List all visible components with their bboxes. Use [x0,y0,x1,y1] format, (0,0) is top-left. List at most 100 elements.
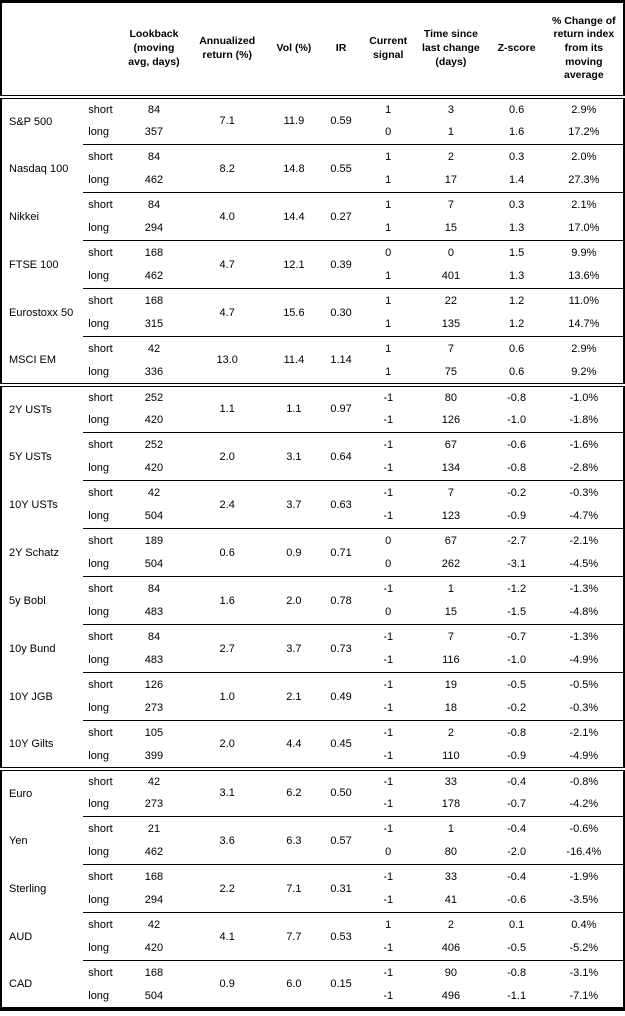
vol-value: 1.1 [268,382,319,433]
row-label-short: short [83,480,123,505]
table-row-long: long 315 1 135 1.2 14.7% [1,313,624,337]
row-label-long: long [88,318,110,331]
current-signal-long-value: -1 [383,942,394,955]
current-signal-short-value: 1 [363,192,414,217]
current-signal-short-value: 1 [385,103,392,116]
table-row-short: CAD short 168 0.9 6.0 0.15 -1 90 -0.8 -3.1% [1,960,624,1009]
annualized-return-value: 1.6 [185,576,269,625]
time-since-change-short-value: 1 [413,816,489,841]
vol-value: 14.4 [268,192,319,241]
pct-change-short-value: -1.6% [544,432,624,457]
instrument-name: 10Y Gilts [9,737,54,750]
zscore-long-value: -0.5 [507,942,527,955]
row-label-long: long [88,414,110,427]
table-row-long: long 462 1 401 1.3 13.6% [1,265,624,289]
current-signal-long-value: -1 [383,462,394,475]
instrument-name: FTSE 100 [9,258,59,271]
lookback-short-value: 252 [122,432,186,457]
time-since-change-short-value: 2 [413,144,489,169]
table-row-short: MSCI EM short 42 13.0 11.4 1.14 1 7 0.6 2.9% [1,336,624,385]
row-label-short: short [83,960,123,985]
current-signal-short-value: 1 [363,144,414,169]
pct-change-long-value: -16.4% [566,846,602,859]
time-since-change-long-value: 116 [442,654,460,667]
instrument-name: CAD [9,977,33,990]
row-label-long: long [88,270,110,283]
zscore-long-value: -0.9 [507,510,527,523]
current-signal-short-value: -1 [363,432,414,457]
zscore-short-value: 0.6 [488,336,545,361]
instrument-name: 5y Bobl [9,594,46,607]
col-header-pct-change-from-moving-average: % Change of return index from its moving… [544,1,624,99]
current-signal-short-value: -1 [363,576,414,601]
instrument-name: 5Y USTs [9,450,52,463]
current-signal-long-value: 1 [385,270,392,283]
row-label-long: long [88,942,110,955]
ir-value: 0.63 [318,480,364,529]
pct-change-long-value: 17.2% [568,126,600,139]
vol-value: 7.7 [268,912,319,961]
ir-value: 0.45 [318,720,364,769]
lookback-long-value: 462 [144,174,164,187]
row-label-short: short [83,528,123,553]
annualized-return-value: 4.7 [185,288,269,337]
instrument-group: Yen short 21 3.6 6.3 0.57 -1 1 -0.4 -0.6% long 462 0… [1,816,624,865]
current-signal-long-value: -1 [383,654,394,667]
table-header: Lookback (moving avg, days) Annualized r… [1,1,624,99]
row-label-long: long [88,606,110,619]
annualized-return-value: 4.0 [185,192,269,241]
current-signal-long-value: -1 [383,702,394,715]
lookback-long-value: 462 [144,846,164,859]
table-row-long: long 357 0 1 1.6 17.2% [1,121,624,145]
zscore-long-value: -2.0 [507,846,527,859]
instrument-group: Sterling short 168 2.2 7.1 0.31 -1 33 -0.4 -1.9% l… [1,864,624,913]
vol-value: 15.6 [268,288,319,337]
table-row-long: long 294 1 15 1.3 17.0% [1,217,624,241]
time-since-change-short-value: 19 [413,672,489,697]
lookback-short-value: 84 [122,192,186,217]
pct-change-long-value: 13.6% [568,270,600,283]
zscore-short-value: -0.2 [488,480,545,505]
row-label-short: short [83,766,123,793]
zscore-short-value: 1.2 [488,288,545,313]
lookback-long-value: 483 [144,654,164,667]
pct-change-short-value: 2.0% [544,144,624,169]
pct-change-short-value: 11.0% [544,288,624,313]
current-signal-short-value: -1 [363,480,414,505]
row-label-short: short [83,432,123,457]
annualized-return-value: 3.6 [185,816,269,865]
table-row-long: long 483 0 15 -1.5 -4.8% [1,601,624,625]
time-since-change-short-value: 1 [413,576,489,601]
table-row-long: long 504 0 262 -3.1 -4.5% [1,553,624,577]
annualized-return-value: 13.0 [185,336,269,385]
current-signal-short-value: 0 [363,240,414,265]
lookback-short-value: 84 [122,624,186,649]
zscore-long-value: -0.7 [507,798,527,811]
lookback-short-value: 168 [122,960,186,985]
row-label-long: long [88,654,110,667]
lookback-long-value: 399 [144,749,164,762]
vol-value: 12.1 [268,240,319,289]
instrument-group: Nikkei short 84 4.0 14.4 0.27 1 7 0.3 2.1% long 294… [1,192,624,241]
zscore-long-value: 1.3 [508,222,525,235]
table-row-short: 10Y Gilts short 105 2.0 4.4 0.45 -1 2 -0.8 -2.1% [1,720,624,769]
table-row-long: long 336 1 75 0.6 9.2% [1,361,624,385]
lookback-long-value: 315 [144,318,164,331]
annualized-return-value: 2.2 [185,864,269,913]
table-row-long: long 273 -1 178 -0.7 -4.2% [1,793,624,817]
time-since-change-short-value: 90 [413,960,489,985]
current-signal-short-value: 0 [363,528,414,553]
current-signal-short-value: -1 [363,816,414,841]
lookback-long-value: 420 [144,414,164,427]
time-since-change-long-value: 17 [444,174,458,187]
ir-value: 0.59 [330,115,352,128]
lookback-short-value: 168 [122,864,186,889]
pct-change-long-value: 17.0% [568,222,600,235]
instrument-name: S&P 500 [9,115,53,128]
instrument-name: 2Y USTs [1,382,84,433]
pct-change-short-value: -1.0% [544,382,624,409]
table-row-short: S&P 500 short 84 7.1 11.9 0.59 1 3 0.6 2.9% [1,97,624,128]
pct-change-long-value: -1.8% [569,414,599,427]
table-row-long: long 399 -1 110 -0.9 -4.9% [1,745,624,769]
time-since-change-short-value: 3 [447,103,454,116]
